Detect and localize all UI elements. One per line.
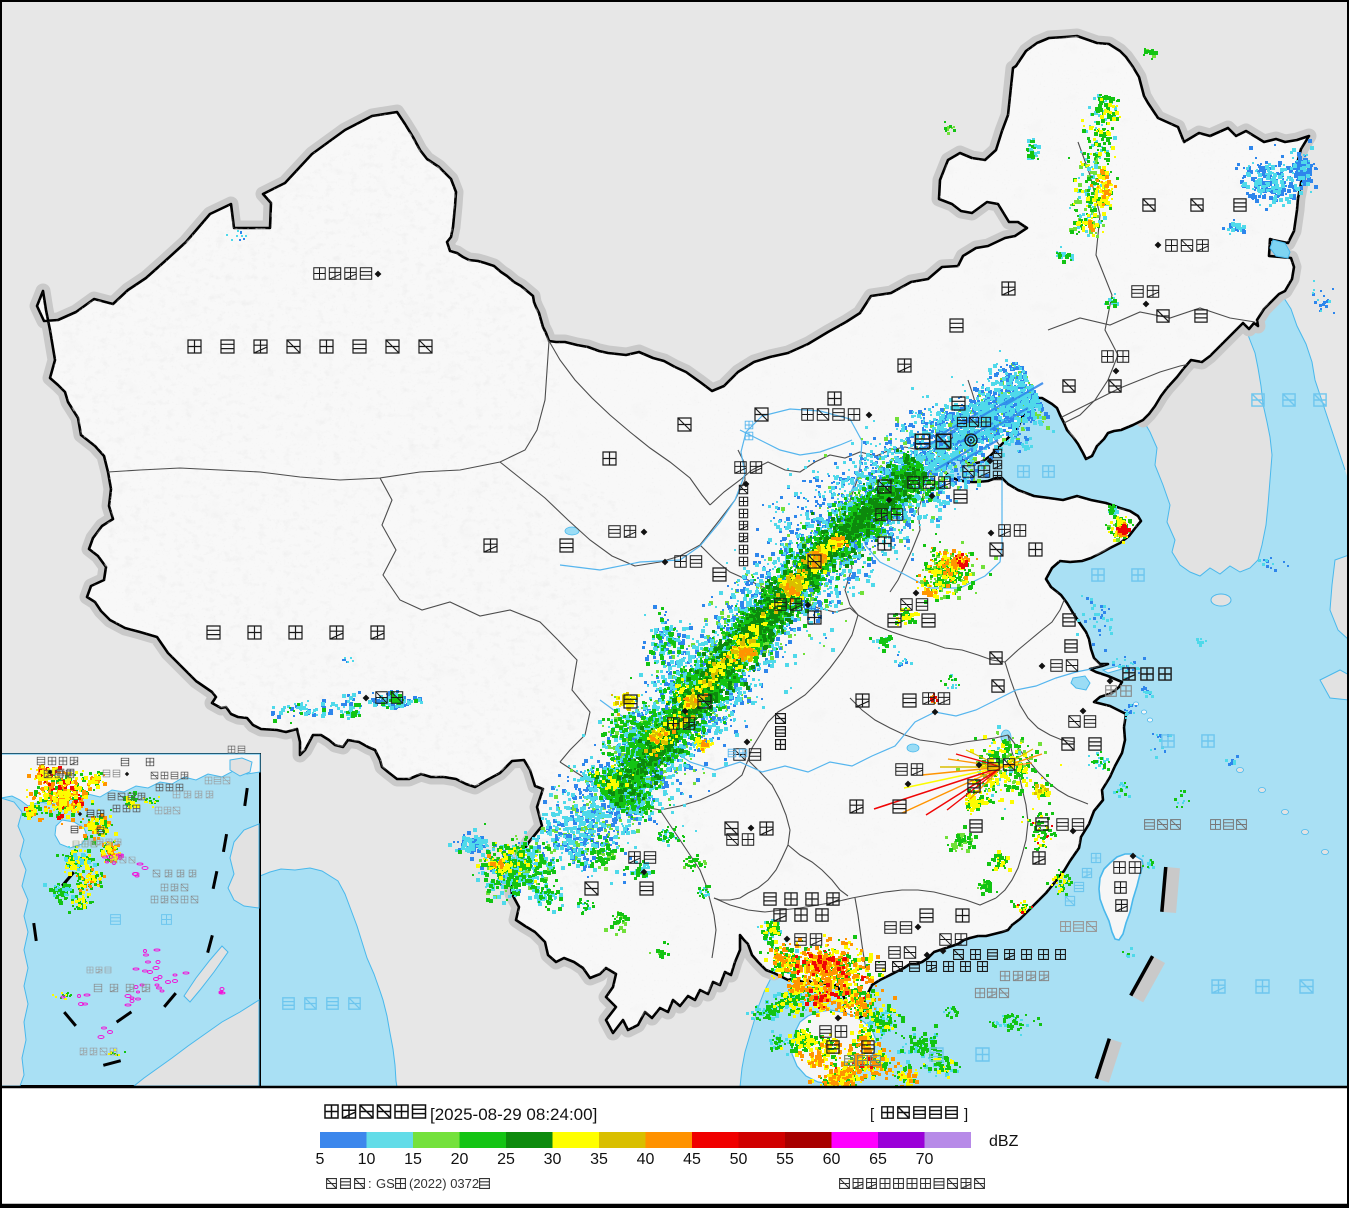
svg-text:35: 35 (590, 1151, 608, 1168)
svg-text:GS: GS (376, 1176, 395, 1191)
svg-text:10: 10 (358, 1151, 376, 1168)
svg-text::: : (368, 1176, 372, 1191)
svg-text:[2025-08-29 08:24:00]: [2025-08-29 08:24:00] (430, 1105, 597, 1124)
svg-text:60: 60 (823, 1151, 841, 1168)
svg-text:20: 20 (451, 1151, 469, 1168)
svg-text:30: 30 (544, 1151, 562, 1168)
svg-text:40: 40 (637, 1151, 655, 1168)
svg-text:65: 65 (869, 1151, 887, 1168)
svg-text:(2022) 0372: (2022) 0372 (409, 1176, 479, 1191)
svg-text:[: [ (870, 1106, 875, 1123)
svg-text:15: 15 (404, 1151, 422, 1168)
svg-text:25: 25 (497, 1151, 515, 1168)
svg-text:dBZ: dBZ (989, 1133, 1019, 1150)
svg-text:45: 45 (683, 1151, 701, 1168)
svg-text:50: 50 (730, 1151, 748, 1168)
svg-text:5: 5 (316, 1151, 325, 1168)
svg-text:70: 70 (916, 1151, 934, 1168)
svg-text:55: 55 (776, 1151, 794, 1168)
svg-text:]: ] (964, 1106, 968, 1123)
